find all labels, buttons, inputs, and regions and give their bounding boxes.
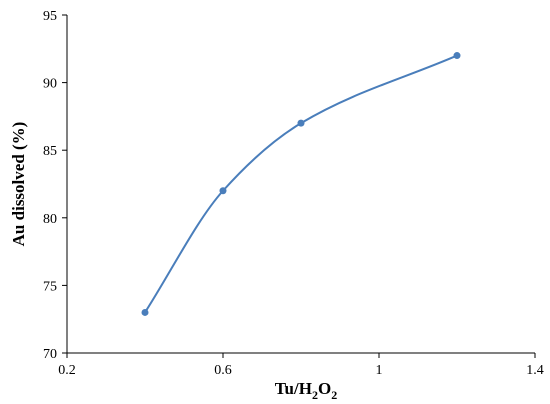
y-tick-label: 80 <box>43 212 57 227</box>
series-line <box>144 54 458 313</box>
x-tick-label: 0.2 <box>58 363 76 378</box>
plot-area: 0.2 0.6 1 1.4 70 75 80 85 90 95 <box>43 9 544 378</box>
data-point <box>141 308 149 316</box>
x-axis-title-base: Tu/H <box>275 379 312 398</box>
data-point <box>219 187 227 195</box>
x-axis-title: Tu/H2O2 <box>275 379 337 402</box>
x-ticks: 0.2 0.6 1 1.4 <box>58 353 544 378</box>
data-point <box>297 119 305 127</box>
x-axis-title-sub2: 2 <box>331 388 337 402</box>
x-tick-label: 0.6 <box>214 363 232 378</box>
x-axis-title-sub1: 2 <box>312 388 318 402</box>
y-tick-label: 75 <box>43 279 57 294</box>
y-axis-title: Au dissolved (%) <box>9 122 28 247</box>
y-ticks: 70 75 80 85 90 95 <box>43 9 67 362</box>
x-tick-label: 1.4 <box>526 363 544 378</box>
y-tick-label: 95 <box>43 9 57 24</box>
series-layer <box>141 52 461 316</box>
x-tick-label: 1 <box>376 363 383 378</box>
y-tick-label: 85 <box>43 144 57 159</box>
x-axis-title-mid: O <box>318 379 331 398</box>
y-tick-label: 90 <box>43 77 57 92</box>
data-point <box>453 52 461 60</box>
y-tick-label: 70 <box>43 347 57 362</box>
